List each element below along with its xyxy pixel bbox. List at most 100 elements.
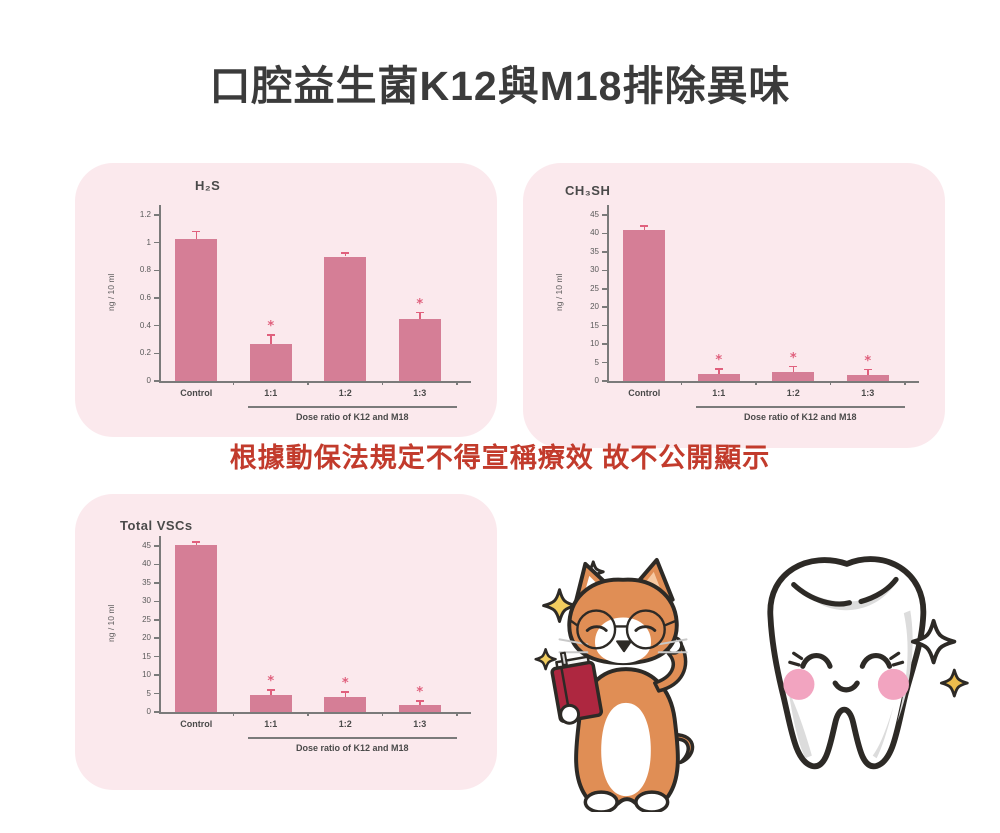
x-tick-label: Control [628, 388, 661, 398]
ch3sh-bar-chart: CH₃SH ng / 10 ml 0 5 10 15 20 25 30 35 40 45 Control… [523, 163, 945, 448]
x-axis-line [159, 381, 471, 383]
y-tick-mark [602, 214, 607, 216]
bar [249, 695, 292, 712]
x-tick-label: 1:3 [413, 388, 427, 398]
y-tick-label: 0.4 [139, 320, 151, 330]
y-tick-label: 0.2 [139, 348, 151, 358]
y-tick-mark [154, 380, 159, 382]
y-tick-label: 40 [142, 559, 151, 569]
y-tick-mark [602, 324, 607, 327]
y-tick-label: 1 [146, 237, 151, 247]
total-vscs-bar-chart: Total VSCs ng / 10 ml 0 5 10 15 20 25 30 35 40 45 Co… [75, 494, 497, 790]
x-tick-mark [456, 712, 458, 716]
chart-title: Total VSCs [120, 518, 193, 533]
error-bar [419, 701, 421, 706]
bar [175, 544, 218, 712]
y-tick-label: 0.6 [139, 293, 151, 302]
chart-panel-ch3sh: CH₃SH ng / 10 ml 0 5 10 15 20 25 30 35 40 45 Control… [523, 163, 945, 448]
y-tick-mark [602, 251, 607, 253]
y-tick-mark [154, 655, 159, 658]
y-tick-label: 30 [590, 265, 599, 275]
y-tick-mark [154, 674, 159, 676]
dose-ratio-label: Dose ratio of K12 and M18 [743, 412, 857, 422]
y-tick-mark [602, 380, 607, 382]
dose-ratio-label: Dose ratio of K12 and M18 [295, 743, 409, 753]
x-tick-mark [381, 712, 384, 716]
x-tick-mark [307, 712, 309, 716]
error-bar-cap [192, 230, 201, 233]
y-tick-mark [154, 352, 159, 355]
error-bar-cap [266, 689, 275, 692]
error-bar [718, 369, 720, 374]
sparkle-icon [534, 648, 557, 671]
y-tick-label: 20 [590, 302, 599, 312]
y-tick-label: 15 [142, 651, 151, 661]
error-bar-cap [789, 365, 798, 368]
x-axis-line [159, 712, 471, 714]
sparkle-icon [939, 668, 969, 698]
error-bar-cap [192, 540, 201, 543]
y-tick-label: 45 [590, 210, 599, 219]
x-tick-label: Control [180, 388, 213, 398]
significance-asterisk: * [416, 296, 424, 312]
y-tick-mark [154, 692, 159, 695]
y-tick-label: 35 [142, 577, 151, 587]
y-tick-mark [602, 306, 607, 308]
error-bar [643, 226, 645, 230]
y-tick-mark [154, 241, 159, 244]
dose-ratio-underline [247, 737, 457, 739]
error-bar [195, 541, 197, 545]
x-tick-mark [232, 712, 235, 716]
chart-title: H₂S [195, 178, 221, 193]
x-tick-label: 1:2 [786, 388, 800, 398]
bar [623, 229, 666, 381]
y-tick-label: 0 [146, 376, 151, 385]
error-bar [270, 690, 272, 696]
y-tick-mark [154, 297, 159, 299]
y-axis-line [607, 205, 609, 381]
mascot-illustration [528, 536, 983, 814]
significance-asterisk: * [416, 685, 424, 701]
bar [324, 697, 367, 712]
sparkle-icon [542, 588, 577, 623]
x-tick-mark [456, 381, 458, 385]
error-bar [867, 369, 869, 376]
bar [324, 256, 367, 381]
y-axis-label: ng / 10 ml [554, 273, 564, 311]
y-tick-mark [154, 711, 159, 713]
smiling-tooth-icon [767, 556, 969, 770]
x-tick-label: 1:1 [264, 719, 278, 729]
dose-ratio-underline [695, 406, 905, 408]
y-tick-mark [154, 637, 159, 639]
y-tick-mark [602, 269, 607, 272]
x-tick-label: 1:1 [264, 388, 278, 398]
regulation-notice-text: 根據動保法規定不得宣稱療效 故不公開顯示 [229, 443, 771, 473]
x-tick-label: 1:2 [338, 388, 352, 398]
dose-ratio-underline [247, 406, 457, 408]
significance-asterisk: * [267, 674, 275, 690]
y-tick-label: 30 [142, 596, 151, 606]
y-tick-label: 45 [142, 541, 151, 550]
significance-asterisk: * [715, 353, 723, 369]
y-tick-mark [154, 600, 159, 603]
bar [398, 705, 441, 712]
error-bar-cap [415, 700, 424, 703]
y-tick-label: 25 [590, 283, 599, 293]
error-bar-cap [341, 252, 350, 254]
y-tick-label: 35 [590, 246, 599, 256]
y-axis-label: ng / 10 ml [106, 604, 116, 642]
y-tick-mark [154, 269, 159, 272]
y-tick-label: 10 [142, 670, 151, 680]
error-bar-cap [863, 368, 872, 371]
bar [697, 373, 740, 381]
error-bar-cap [640, 225, 649, 227]
bar [249, 343, 292, 381]
error-bar-cap [266, 334, 275, 337]
y-tick-mark [602, 343, 607, 345]
dose-ratio-label: Dose ratio of K12 and M18 [295, 412, 409, 422]
x-tick-mark [232, 381, 235, 385]
error-bar-cap [341, 691, 350, 694]
y-tick-label: 1.2 [139, 210, 151, 219]
y-tick-label: 5 [594, 357, 599, 367]
